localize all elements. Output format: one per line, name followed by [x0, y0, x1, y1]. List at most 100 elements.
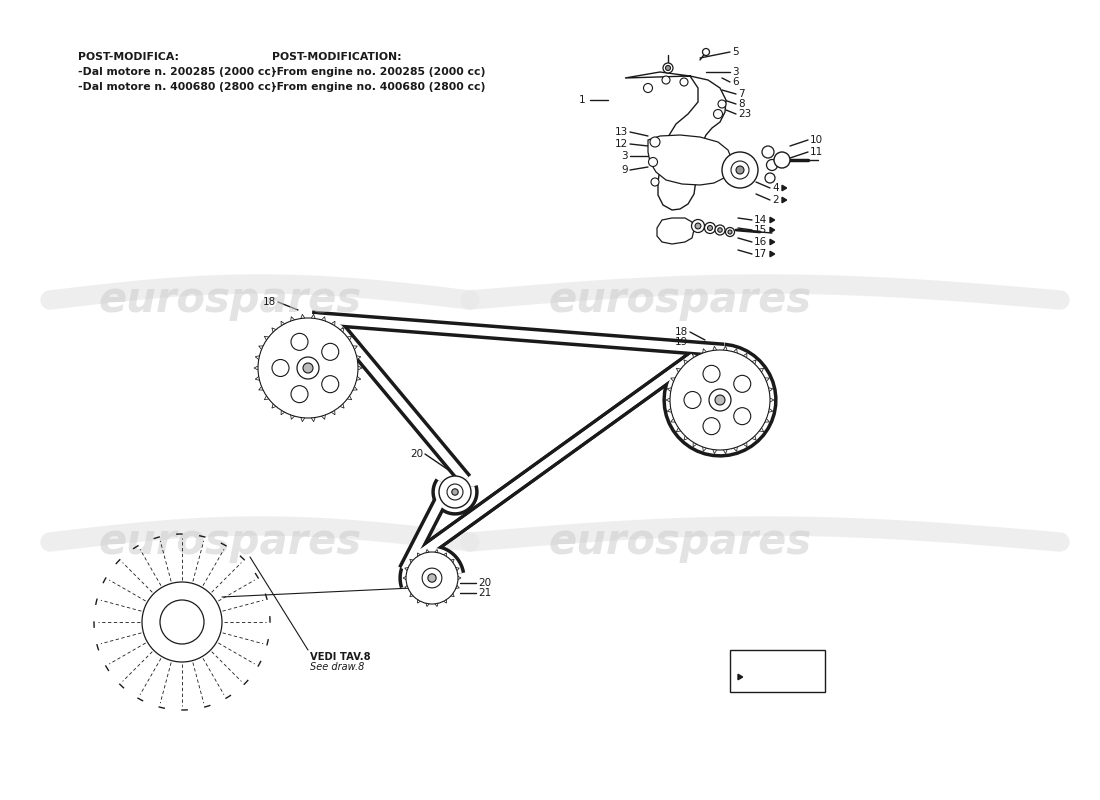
Polygon shape	[355, 365, 362, 371]
Circle shape	[715, 395, 725, 405]
Polygon shape	[448, 559, 454, 566]
Polygon shape	[258, 346, 266, 352]
Circle shape	[728, 230, 732, 234]
Text: 10: 10	[810, 135, 823, 145]
Circle shape	[734, 375, 750, 392]
Circle shape	[258, 318, 358, 418]
Polygon shape	[453, 567, 460, 573]
Polygon shape	[353, 374, 361, 381]
Polygon shape	[732, 349, 738, 357]
Polygon shape	[712, 446, 718, 454]
Circle shape	[732, 161, 749, 179]
Circle shape	[703, 418, 720, 434]
Text: eurospares: eurospares	[98, 279, 362, 321]
Text: 18: 18	[674, 327, 688, 337]
Circle shape	[428, 574, 437, 582]
Polygon shape	[693, 354, 700, 361]
Polygon shape	[264, 393, 272, 400]
Circle shape	[142, 582, 222, 662]
Circle shape	[703, 49, 710, 55]
Polygon shape	[770, 239, 774, 245]
Polygon shape	[425, 601, 431, 606]
Circle shape	[695, 223, 701, 229]
Text: 21: 21	[478, 588, 492, 598]
Circle shape	[704, 222, 715, 234]
Polygon shape	[433, 601, 439, 606]
Text: KIT: KIT	[736, 654, 758, 667]
Polygon shape	[350, 384, 358, 390]
Polygon shape	[722, 346, 728, 354]
Circle shape	[406, 552, 458, 604]
Polygon shape	[405, 583, 411, 589]
Polygon shape	[410, 590, 416, 597]
Polygon shape	[441, 553, 447, 559]
Polygon shape	[676, 425, 684, 432]
Polygon shape	[272, 328, 279, 335]
Polygon shape	[749, 360, 756, 367]
Circle shape	[666, 66, 671, 70]
Circle shape	[292, 386, 308, 402]
Text: 7: 7	[738, 89, 745, 99]
Polygon shape	[671, 378, 679, 384]
Polygon shape	[648, 135, 732, 185]
Circle shape	[736, 166, 744, 174]
Polygon shape	[767, 397, 774, 403]
Polygon shape	[668, 406, 675, 413]
Polygon shape	[425, 550, 431, 555]
Text: 14: 14	[754, 215, 768, 225]
Circle shape	[726, 227, 735, 237]
Polygon shape	[309, 314, 317, 322]
Circle shape	[297, 357, 319, 379]
Circle shape	[663, 63, 673, 73]
Circle shape	[321, 343, 339, 360]
Polygon shape	[761, 378, 769, 384]
Polygon shape	[657, 218, 694, 244]
Polygon shape	[671, 416, 679, 422]
Circle shape	[762, 146, 774, 158]
Circle shape	[715, 225, 725, 235]
Circle shape	[670, 350, 770, 450]
Polygon shape	[403, 575, 409, 581]
Text: 18: 18	[263, 297, 276, 307]
Circle shape	[714, 110, 723, 118]
Text: eurospares: eurospares	[549, 521, 812, 563]
Text: 3: 3	[732, 67, 738, 77]
Text: 2: 2	[772, 195, 779, 205]
Polygon shape	[702, 443, 708, 451]
Circle shape	[160, 600, 204, 644]
Circle shape	[651, 178, 659, 186]
Polygon shape	[309, 414, 317, 422]
Polygon shape	[264, 336, 272, 343]
Polygon shape	[350, 346, 358, 352]
Circle shape	[684, 391, 701, 409]
Polygon shape	[766, 406, 773, 413]
Polygon shape	[344, 336, 352, 343]
Circle shape	[707, 226, 713, 230]
Circle shape	[703, 366, 720, 382]
Polygon shape	[756, 368, 763, 375]
Text: 12: 12	[615, 139, 628, 149]
Text: 4: 4	[772, 183, 779, 193]
Circle shape	[718, 100, 726, 108]
Polygon shape	[337, 401, 344, 408]
Polygon shape	[693, 439, 700, 446]
Polygon shape	[712, 346, 718, 354]
Polygon shape	[761, 416, 769, 422]
Polygon shape	[684, 360, 691, 367]
Polygon shape	[255, 355, 263, 362]
Text: VEDI TAV.8: VEDI TAV.8	[310, 652, 371, 662]
Polygon shape	[455, 575, 461, 581]
Text: eurospares: eurospares	[98, 521, 362, 563]
Polygon shape	[722, 446, 728, 454]
Polygon shape	[448, 590, 454, 597]
Text: 19: 19	[674, 337, 688, 347]
Text: 17: 17	[754, 249, 768, 259]
Polygon shape	[344, 393, 352, 400]
Polygon shape	[272, 401, 279, 408]
Circle shape	[692, 219, 704, 233]
Polygon shape	[770, 218, 774, 222]
Polygon shape	[740, 354, 747, 361]
Polygon shape	[684, 433, 691, 440]
Polygon shape	[290, 411, 297, 419]
Polygon shape	[756, 425, 763, 432]
